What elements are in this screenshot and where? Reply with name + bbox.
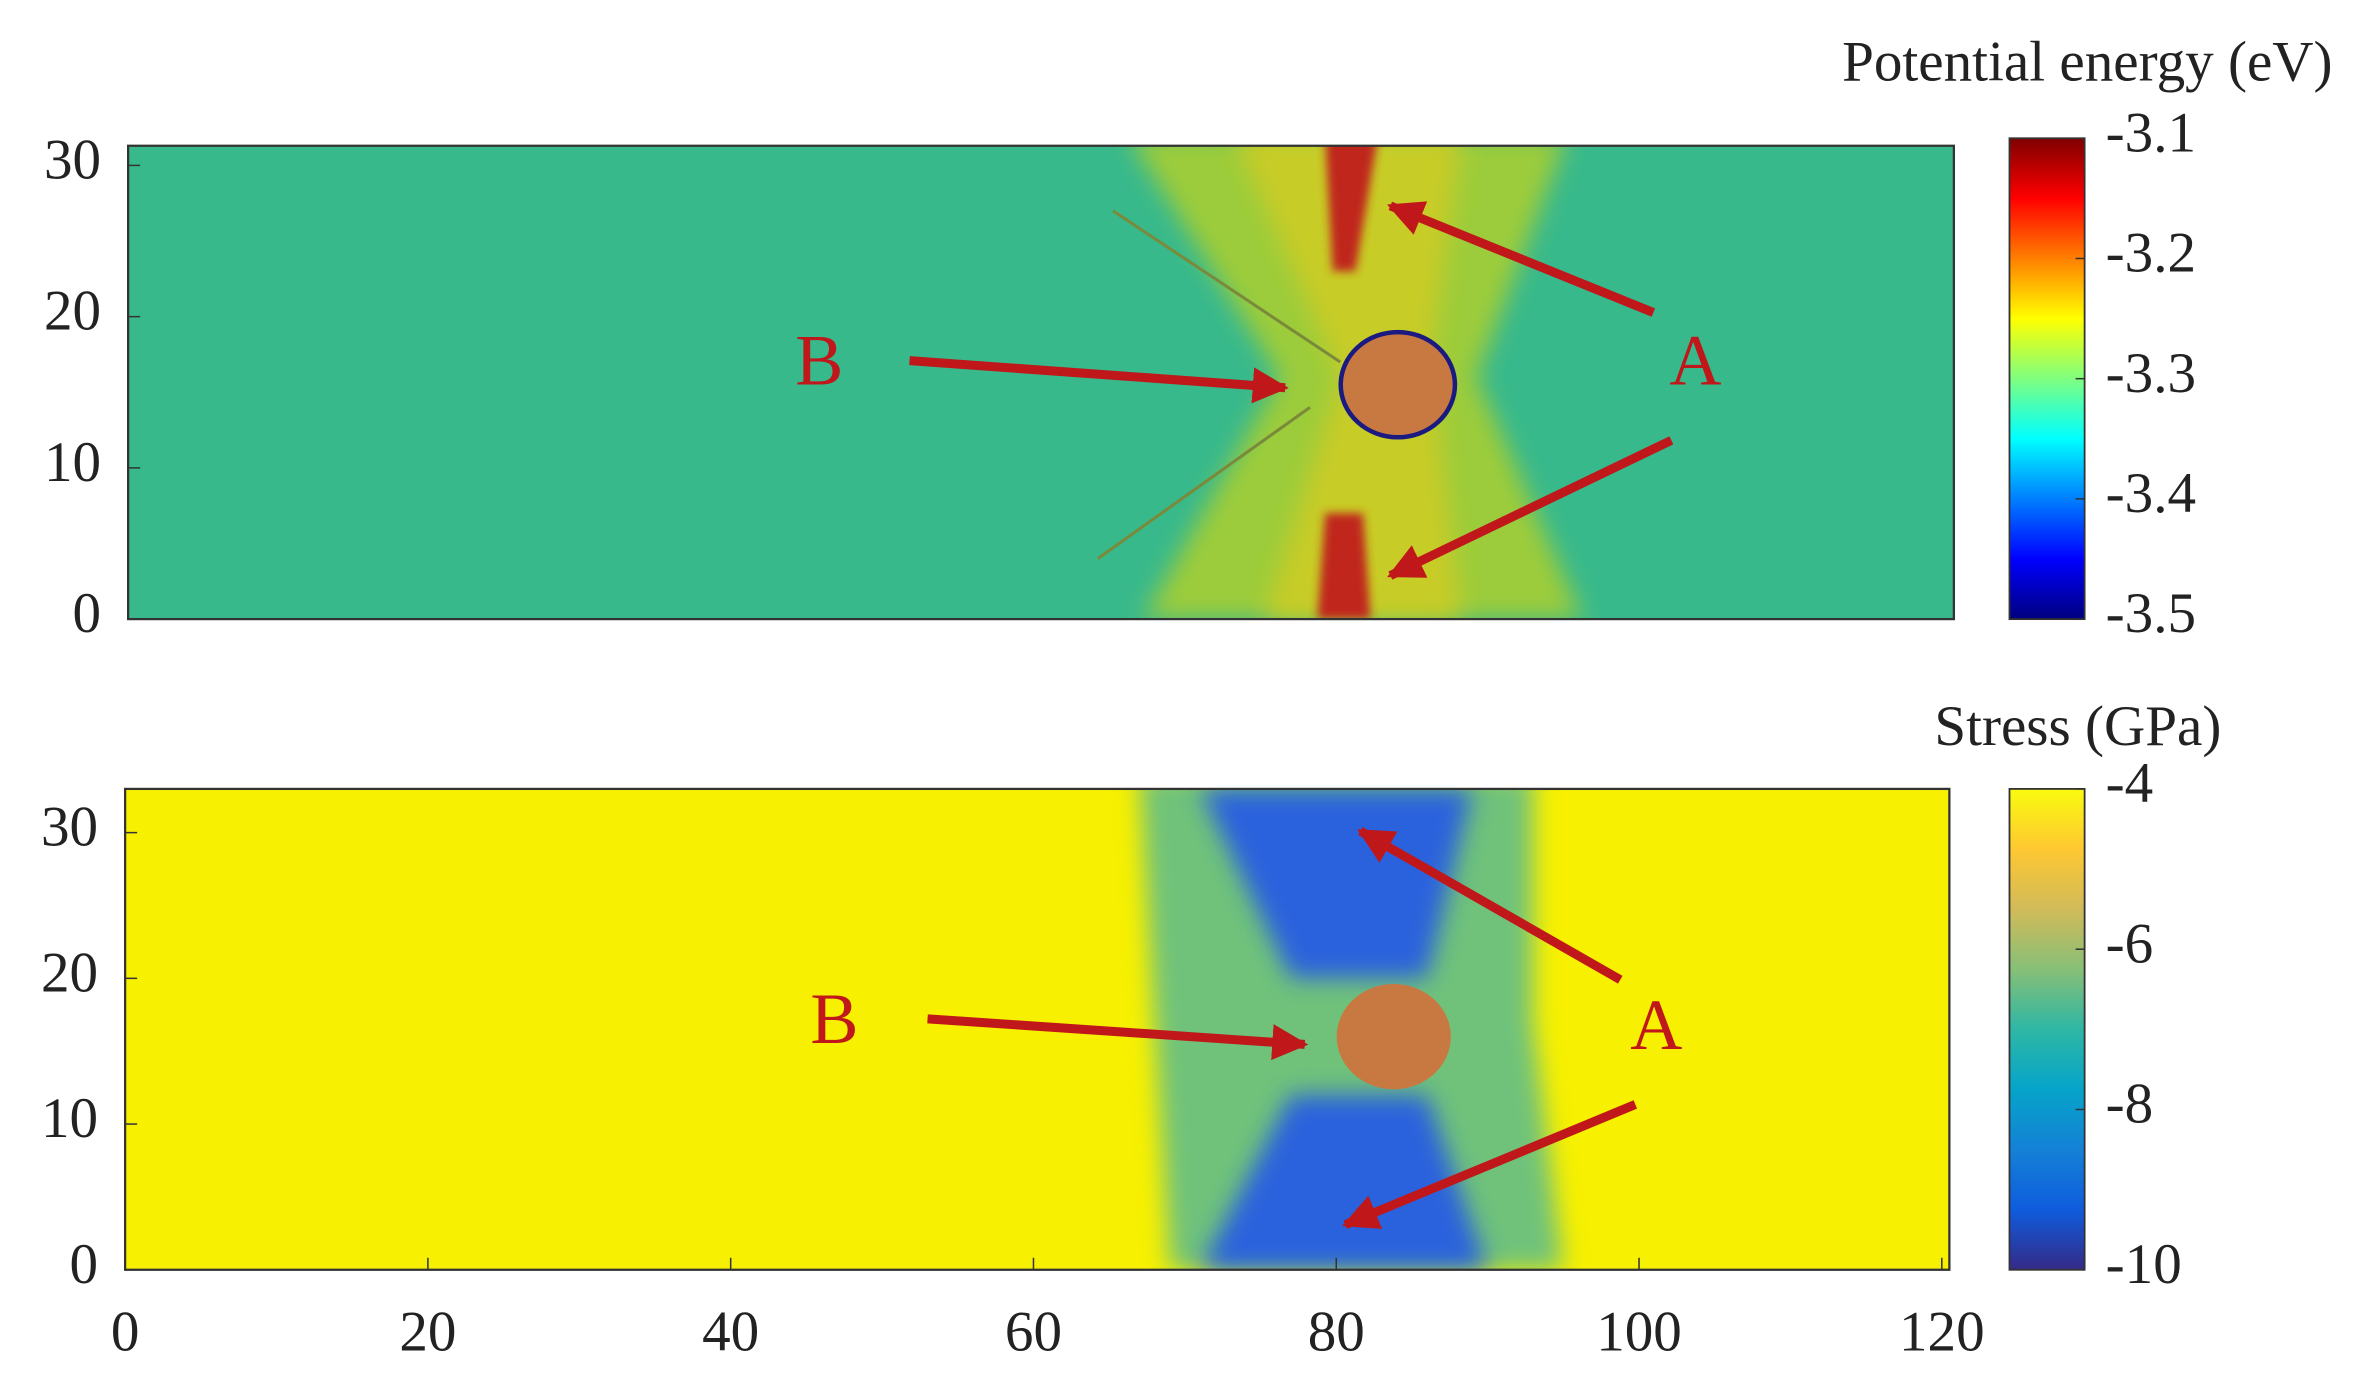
plot-frame	[126, 144, 1956, 621]
annotation-label: A	[1630, 985, 1682, 1065]
y-tick-label: 10	[41, 1087, 98, 1150]
field	[128, 145, 1954, 620]
y-tick-label: 20	[41, 941, 98, 1004]
slip-line	[1112, 209, 1342, 364]
colorbar-tick-label: -3.4	[2106, 462, 2196, 525]
particle	[1338, 329, 1458, 440]
red-band	[1325, 145, 1377, 272]
red-band	[1317, 513, 1371, 620]
colorbar	[2008, 788, 2086, 1271]
annotation-arrow	[1387, 436, 1674, 580]
field-bg	[128, 145, 1954, 620]
colorbar	[2008, 137, 2086, 621]
colorbar-tick-label: -3.2	[2106, 222, 2196, 285]
colorbar-tick-label: -10	[2106, 1233, 2182, 1296]
colorbar-tick-label: -8	[2106, 1073, 2154, 1136]
stress-zone	[1199, 1094, 1488, 1270]
x-tick-label: 80	[1308, 1300, 1365, 1363]
colorbar-tick-label: -3.3	[2106, 342, 2196, 405]
colorbar-tick-label: -4	[2106, 752, 2154, 815]
annotation-arrow	[909, 356, 1289, 404]
x-tick-label: 20	[399, 1300, 456, 1363]
annotation-label: B	[795, 321, 843, 401]
y-tick-label: 0	[73, 582, 102, 645]
plot-frame	[123, 787, 1951, 1271]
x-tick-label: 40	[702, 1300, 759, 1363]
annotation-label: B	[810, 979, 858, 1059]
annotation-label: A	[1669, 321, 1721, 401]
annotation-arrow	[1357, 827, 1623, 984]
colorbar-label: Stress (GPa)	[1934, 695, 2221, 758]
slip-line	[1096, 406, 1311, 560]
y-tick-label: 20	[44, 280, 101, 343]
y-tick-label: 10	[44, 431, 101, 494]
y-tick-label: 30	[41, 796, 98, 859]
particle	[1336, 984, 1451, 1090]
annotation-arrow	[927, 1014, 1309, 1061]
colorbar-tick-label: -6	[2106, 912, 2154, 975]
annotation-arrow	[1341, 1100, 1638, 1229]
x-tick-label: 120	[1899, 1300, 1985, 1363]
colorbar-label: Potential energy (eV)	[1842, 31, 2332, 94]
y-tick-label: 30	[44, 129, 101, 192]
x-tick-label: 0	[111, 1300, 140, 1363]
x-tick-label: 100	[1596, 1300, 1682, 1363]
colorbar-tick-label: -3.1	[2106, 101, 2196, 164]
x-tick-label: 60	[1005, 1300, 1062, 1363]
y-tick-label: 0	[70, 1233, 99, 1296]
annotation-arrow	[1387, 201, 1656, 317]
colorbar-tick-label: -3.5	[2106, 582, 2196, 645]
